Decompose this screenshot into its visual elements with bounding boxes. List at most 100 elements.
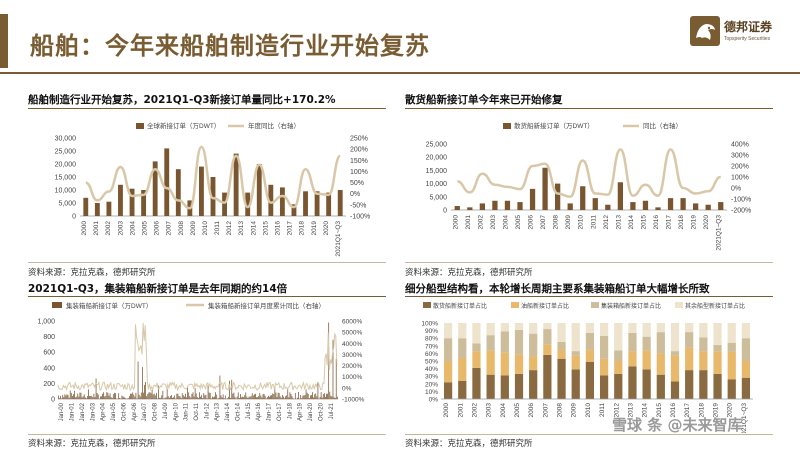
c1-x-tick: 2005 bbox=[142, 221, 149, 236]
c3-y-right-tick: 1000% bbox=[342, 374, 362, 381]
c3-bar bbox=[188, 392, 190, 399]
c3-x-tick: Jan-02 bbox=[80, 402, 86, 421]
c4-bar-segment bbox=[713, 323, 722, 346]
c3-bar bbox=[219, 375, 221, 399]
c4-y-tick: 20% bbox=[425, 381, 438, 388]
c2-legend-bar-swatch bbox=[503, 123, 511, 129]
c3-bar bbox=[61, 398, 62, 399]
c3-bar bbox=[158, 385, 159, 399]
c1-bar bbox=[199, 166, 204, 216]
c3-bar bbox=[186, 397, 187, 399]
c3-bar bbox=[331, 396, 333, 399]
c3-bar bbox=[128, 398, 129, 399]
c4-x-tick: 2015 bbox=[656, 403, 663, 418]
c3-bar bbox=[154, 395, 156, 399]
c4-legend-label: 其余船型新接订单占比 bbox=[685, 302, 745, 310]
c1-x-tick: 2004 bbox=[129, 221, 136, 236]
c4-bar-segment bbox=[685, 332, 694, 348]
c3-bar bbox=[300, 395, 302, 399]
c4-x-tick: 2008 bbox=[557, 403, 564, 418]
c3-bar bbox=[149, 392, 151, 399]
c3-bar bbox=[101, 396, 102, 399]
c3-bar bbox=[320, 392, 322, 399]
c3-bar bbox=[266, 397, 268, 399]
c4-bar-segment bbox=[642, 350, 651, 370]
c1-bar bbox=[245, 192, 251, 216]
c3-y-right-tick: 5000% bbox=[342, 330, 362, 337]
panel2-rule bbox=[405, 108, 773, 109]
c4-bar-segment bbox=[500, 331, 509, 353]
c3-bar bbox=[63, 397, 65, 399]
c3-bar bbox=[177, 393, 179, 399]
c3-bar bbox=[111, 397, 113, 399]
c4-bar-segment bbox=[670, 323, 680, 352]
c3-bar bbox=[190, 397, 192, 399]
c3-bar bbox=[103, 392, 104, 399]
c3-bar bbox=[234, 396, 236, 399]
c3-bar bbox=[176, 393, 178, 399]
c3-x-tick: Apr-13 bbox=[215, 402, 221, 421]
panel3-source: 资料来源：克拉克森，德邦研究所 bbox=[28, 439, 156, 449]
c4-bar-segment bbox=[628, 332, 637, 352]
c3-x-tick: Jan-00 bbox=[59, 402, 65, 421]
c3-bar bbox=[195, 393, 197, 399]
c3-bar bbox=[129, 396, 130, 399]
c3-bar bbox=[316, 396, 318, 399]
c3-bar bbox=[231, 379, 233, 399]
c1-x-tick: 2017 bbox=[287, 221, 294, 236]
c4-bar-segment bbox=[699, 370, 708, 399]
c4-bar-segment bbox=[628, 323, 637, 333]
c2-x-tick: 2008 bbox=[553, 215, 560, 230]
c4-bar-segment bbox=[543, 329, 552, 345]
c3-bar bbox=[93, 393, 95, 399]
c3-y-left-tick: 400 bbox=[43, 365, 55, 372]
c4-bar-segment bbox=[443, 323, 453, 339]
c3-bar bbox=[258, 395, 260, 399]
c3-bar bbox=[246, 396, 248, 399]
c3-bar bbox=[86, 398, 87, 399]
c4-bar-segment bbox=[685, 323, 694, 333]
c3-bar bbox=[282, 394, 283, 399]
c3-bar bbox=[285, 396, 286, 399]
c3-bar bbox=[88, 389, 89, 399]
c4-bar-segment bbox=[571, 369, 580, 399]
c1-y-left-tick: 15,000 bbox=[55, 175, 77, 182]
panel2-bottom-rule bbox=[405, 262, 773, 263]
c4-bar-segment bbox=[543, 344, 552, 355]
c4-bar-segment bbox=[614, 361, 623, 374]
c3-bar bbox=[173, 397, 174, 399]
c1-y-right-tick: -100% bbox=[350, 214, 370, 221]
c1-y-right-tick: 0% bbox=[350, 191, 360, 198]
c4-bar-segment bbox=[557, 358, 566, 399]
c3-x-tick: Jan-03 bbox=[90, 402, 96, 421]
c4-x-tick: 2017 bbox=[684, 403, 691, 418]
c3-bar bbox=[312, 392, 313, 399]
c1-bar bbox=[337, 190, 343, 216]
c4-bar-segment bbox=[514, 354, 524, 374]
c4-x-tick: 2021Q1~Q3 bbox=[741, 403, 748, 433]
c4-bar-segment bbox=[585, 361, 595, 399]
c3-bar bbox=[72, 396, 73, 399]
c4-bar-segment bbox=[500, 352, 509, 376]
c3-bar bbox=[108, 395, 110, 399]
c4-x-tick: 2010 bbox=[585, 403, 592, 418]
c3-y-left-tick: 1,000 bbox=[37, 319, 55, 326]
c3-x-tick: Oct-17 bbox=[277, 402, 283, 421]
c3-bar bbox=[147, 394, 149, 399]
c1-y-left-tick: 0 bbox=[72, 214, 76, 221]
c2-x-tick: 2011 bbox=[590, 215, 597, 229]
c4-bar-segment bbox=[543, 354, 552, 399]
c3-bar bbox=[137, 361, 139, 399]
c4-x-tick: 2009 bbox=[571, 403, 578, 418]
c3-bar bbox=[272, 393, 274, 399]
c3-x-tick: Jan-14 bbox=[225, 402, 231, 421]
c3-bar bbox=[271, 395, 272, 399]
c3-bar bbox=[78, 396, 80, 399]
c3-bar bbox=[142, 367, 143, 399]
c3-bar bbox=[92, 397, 94, 399]
c4-bar-segment bbox=[699, 337, 708, 352]
c3-bar bbox=[329, 391, 331, 399]
c3-bar bbox=[334, 397, 336, 399]
c3-bar bbox=[74, 390, 75, 399]
c2-yoy-line bbox=[457, 148, 722, 199]
